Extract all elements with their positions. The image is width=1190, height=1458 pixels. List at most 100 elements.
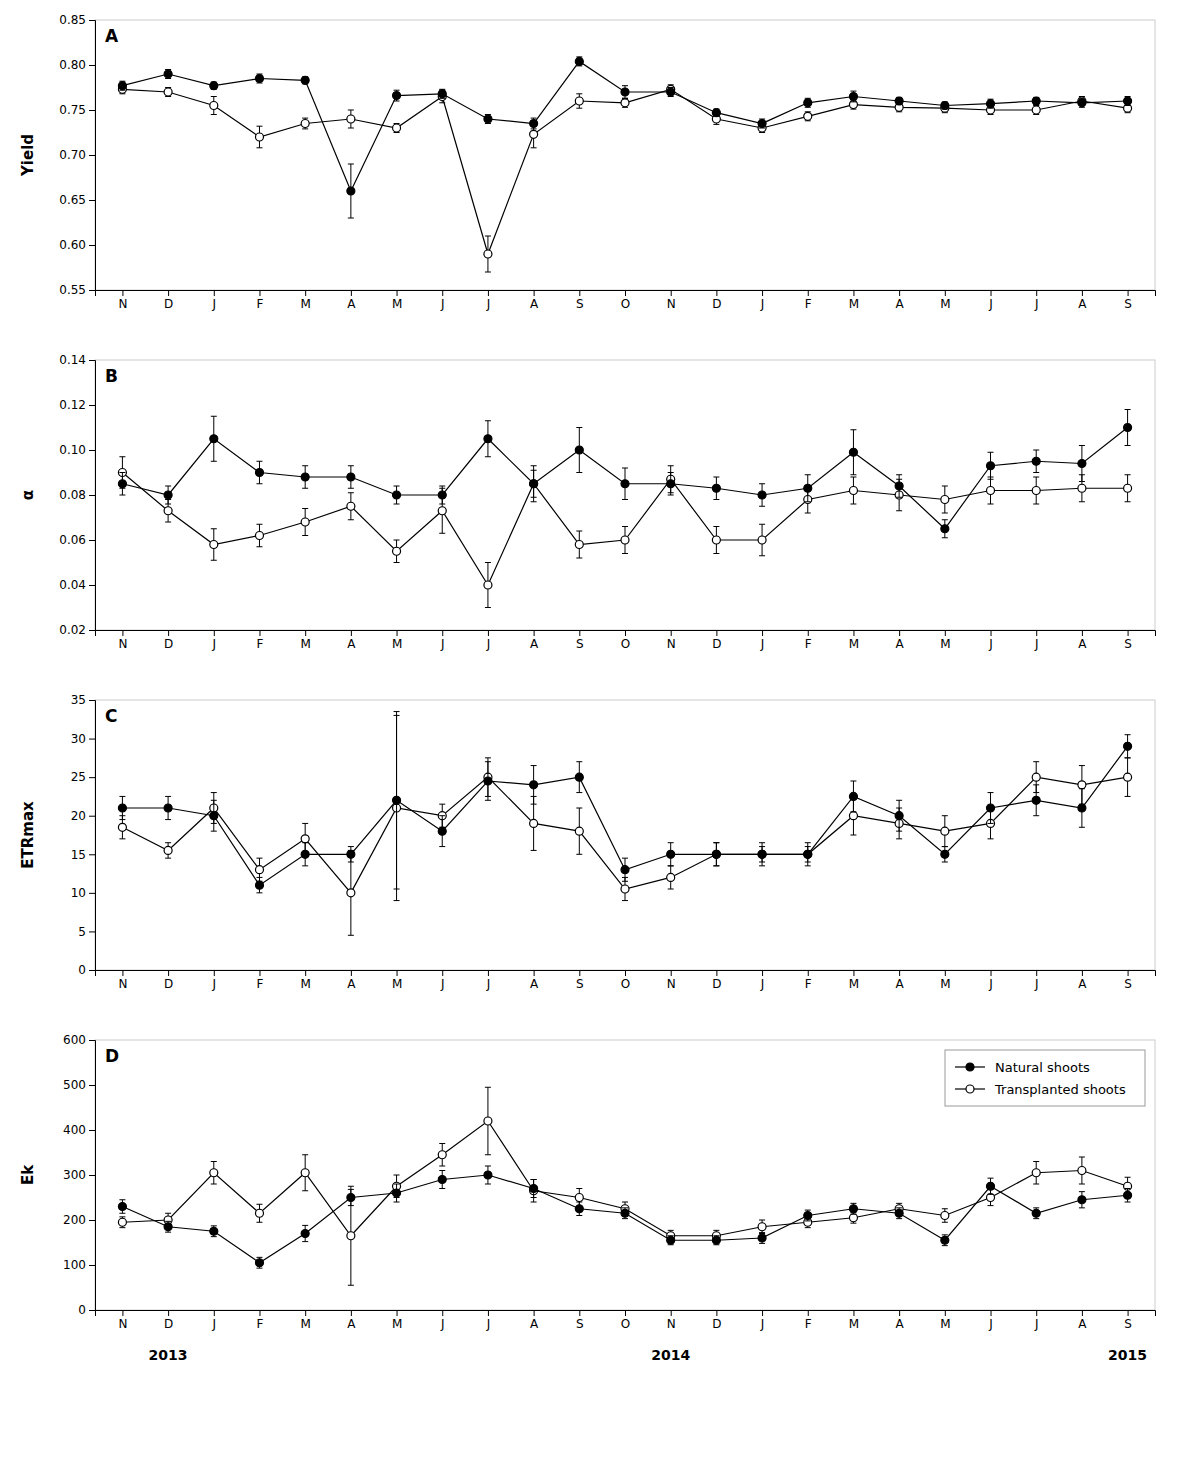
error-bar [759,843,765,866]
point [210,812,218,820]
point [530,1185,538,1193]
x-tick: A [1078,630,1087,651]
error-bar-cap [531,850,537,851]
x-tick: O [621,630,630,651]
point [1078,484,1086,492]
error-bar-cap [165,504,171,505]
x-tick-mark [945,630,946,636]
y-tick-label: 0.04 [59,578,86,592]
point [804,484,812,492]
error-bar-cap [850,1214,856,1215]
point [210,102,218,110]
point [1032,796,1040,804]
error-bar-cap [485,1184,491,1185]
error-bar [119,81,125,90]
point [484,581,492,589]
error-bar [256,461,262,484]
error-bar-cap [256,461,262,462]
error-bar-cap [1033,815,1039,816]
x-tick-mark [442,290,443,296]
error-bar-cap [850,811,856,812]
point [484,250,492,258]
error-bar-cap [348,862,354,863]
error-bar [348,1186,354,1285]
error-bar-cap [713,865,719,866]
point [393,92,401,100]
error-bar-cap [896,1207,902,1208]
series [118,410,1131,538]
point [895,1209,903,1217]
error-bar-cap [119,472,125,473]
error-bar-cap [713,1230,719,1231]
error-bar-cap [531,465,537,466]
x-tick-label: D [712,297,721,311]
error-bar-cap [988,452,994,453]
y-tick: 600 [63,1033,95,1047]
error-bar-cap [896,1203,902,1204]
x-tick: A [530,970,539,991]
x-tick-label: N [667,637,676,651]
y-axis-line [89,701,96,971]
point [1032,773,1040,781]
error-bar-cap [942,815,948,816]
x-tick-label: J [760,637,765,651]
x-tick-label: S [1124,977,1132,991]
plot-area [118,712,1131,936]
error-bar-cap [805,842,811,843]
y-axis: 0100200300400500600 [63,1033,95,1317]
error-bar-cap [988,823,994,824]
error-bar-cap [850,1223,856,1224]
error-bar [1125,410,1131,446]
x-tick-label: A [896,977,905,991]
x-tick-mark [214,970,215,976]
error-bar-cap [211,1161,217,1162]
error-bar-cap [302,118,308,119]
point [758,536,766,544]
series [118,85,1131,272]
x-tick: N [667,630,676,651]
error-bar-cap [896,831,902,832]
point [210,435,218,443]
error-bar-cap [668,472,674,473]
x-tick-label: A [1078,1317,1087,1331]
error-bar [531,118,537,129]
x-tick-label: O [621,1317,630,1331]
error-bar [394,90,400,101]
x-axis-line [96,631,1156,637]
point [941,102,949,110]
point [1078,1196,1086,1204]
x-tick: J [486,290,491,311]
error-bar-cap [850,781,856,782]
x-tick-mark [1082,630,1083,636]
y-axis: 0.550.600.650.700.750.800.85 [59,13,95,297]
point [393,547,401,555]
error-bar [988,452,994,479]
x-tick-mark [488,970,489,976]
error-bar-cap [1125,1177,1131,1178]
y-tick: 0.85 [59,13,95,27]
x-tick: O [621,290,630,311]
x-tick-mark [808,290,809,296]
error-bar-cap [256,1204,262,1205]
error-bar [211,1226,217,1237]
error-bar [1033,477,1039,504]
y-axis: 0.020.040.060.080.100.120.14 [59,353,95,637]
error-bar-cap [850,91,856,92]
x-tick: D [712,970,721,991]
error-bar-cap [394,889,400,890]
error-bar-cap [896,800,902,801]
x-tick: J [760,290,765,311]
x-tick-mark [716,290,717,296]
error-bar-cap [1033,1161,1039,1162]
x-tick: J [440,970,445,991]
error-bar-cap [1079,1157,1085,1158]
error-bar [668,843,674,866]
point [301,76,309,84]
error-bar-cap [119,838,125,839]
error-bar-cap [942,846,948,847]
error-bar [531,470,537,497]
x-tick-mark [534,290,535,296]
point [118,823,126,831]
point [255,532,263,540]
point [712,850,720,858]
